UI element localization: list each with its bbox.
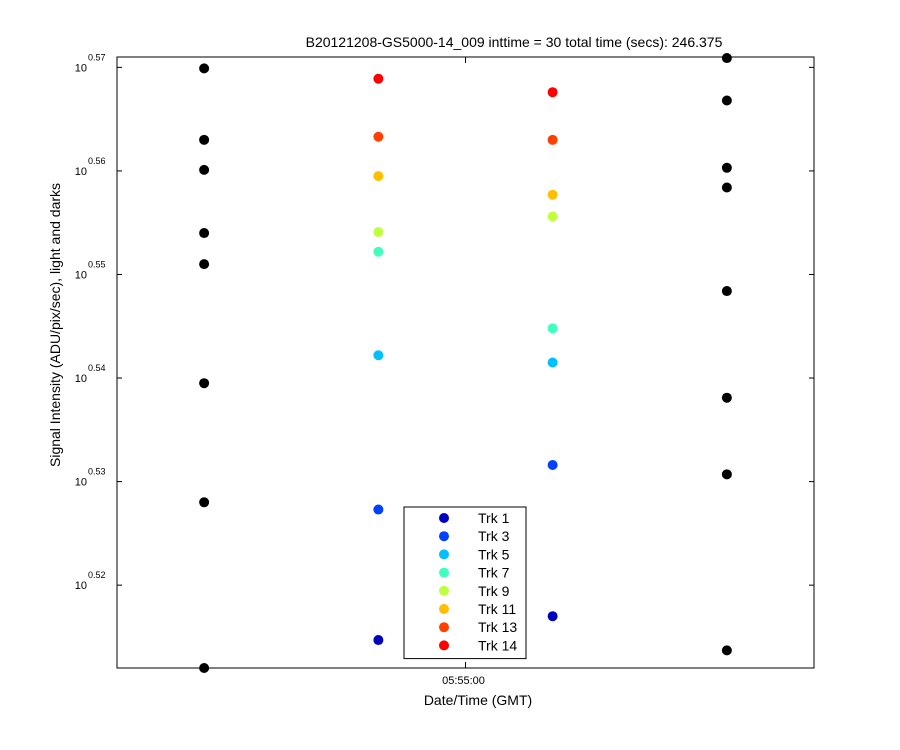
dark-point	[199, 63, 210, 74]
y-tick-label-base: 10	[75, 373, 87, 385]
legend-marker-trk-13	[439, 622, 449, 633]
y-axis-label: Signal Intensity (ADU/pix/sec), light an…	[47, 183, 63, 467]
legend-label-trk-1: Trk 1	[478, 510, 510, 526]
legend-marker-trk-11	[439, 604, 449, 614]
y-tick-label-exponent: 0.52	[88, 570, 106, 580]
trk-13-point	[373, 131, 384, 142]
trk-13-point	[547, 134, 558, 145]
data-points	[199, 53, 732, 673]
legend-marker-trk-1	[439, 513, 449, 523]
trk-3-point	[373, 504, 384, 515]
legend-label-trk-13: Trk 13	[478, 619, 517, 635]
trk-1-point	[373, 635, 384, 646]
legend-marker-trk-14	[439, 640, 449, 651]
dark-point	[199, 663, 210, 673]
y-tick-label-exponent: 0.55	[88, 259, 106, 269]
legend-box	[403, 506, 527, 660]
y-tick-label-base: 10	[75, 477, 87, 489]
legend-marker-trk-5	[439, 549, 449, 560]
trk-11-point	[373, 171, 384, 182]
y-tick-label-base: 10	[75, 580, 87, 592]
trk-5-point	[547, 357, 558, 368]
y-tick-label-exponent: 0.57	[88, 52, 106, 62]
dark-point	[721, 95, 732, 106]
dark-point	[199, 259, 210, 270]
legend-marker-trk-7	[439, 567, 449, 578]
trk-9-point	[373, 227, 384, 238]
y-tick-label-exponent: 0.54	[88, 363, 106, 373]
legend-marker-trk-9	[439, 585, 449, 596]
legend-label-trk-14: Trk 14	[478, 637, 517, 653]
dark-point	[721, 286, 732, 297]
legend-label-trk-7: Trk 7	[478, 565, 510, 581]
y-tick-label-exponent: 0.56	[88, 156, 106, 166]
trk-14-point	[547, 87, 558, 98]
trk-14-point	[373, 73, 384, 84]
legend-label-trk-5: Trk 5	[478, 546, 510, 562]
y-tick-label-base: 10	[75, 166, 87, 178]
y-tick-label-exponent: 0.53	[88, 467, 106, 477]
dark-point	[721, 162, 732, 173]
y-tick-label-base: 10	[75, 62, 87, 74]
legend: Trk 1 Trk 3 Trk 5 Trk 7 Trk 9 Trk 11 Trk 13 Trk…	[403, 506, 527, 660]
dark-point	[721, 182, 732, 193]
x-tick-label: 05:55:00	[442, 675, 485, 687]
legend-marker-trk-3	[439, 531, 449, 542]
trk-7-point	[373, 246, 384, 257]
dark-point	[199, 164, 210, 175]
trk-7-point	[547, 323, 558, 334]
trk-9-point	[547, 211, 558, 222]
dark-point	[199, 228, 210, 239]
dark-point	[721, 53, 732, 64]
trk-5-point	[373, 350, 384, 361]
x-axis-label: Date/Time (GMT)	[424, 692, 532, 708]
trk-1-point	[547, 611, 558, 622]
legend-label-trk-3: Trk 3	[478, 528, 510, 544]
dark-point	[721, 469, 732, 480]
dark-point	[199, 134, 210, 145]
dark-point	[199, 378, 210, 389]
trk-3-point	[547, 460, 558, 471]
chart-title: B20121208-GS5000-14_009 inttime = 30 tot…	[306, 34, 723, 50]
y-tick-label-base: 10	[75, 269, 87, 281]
legend-label-trk-9: Trk 9	[478, 583, 510, 599]
trk-11-point	[547, 189, 558, 200]
dark-point	[199, 497, 210, 508]
dark-point	[721, 392, 732, 403]
legend-label-trk-11: Trk 11	[478, 601, 516, 617]
x-axis-ticks: 05:55:00	[442, 57, 485, 687]
dark-point	[721, 645, 732, 656]
